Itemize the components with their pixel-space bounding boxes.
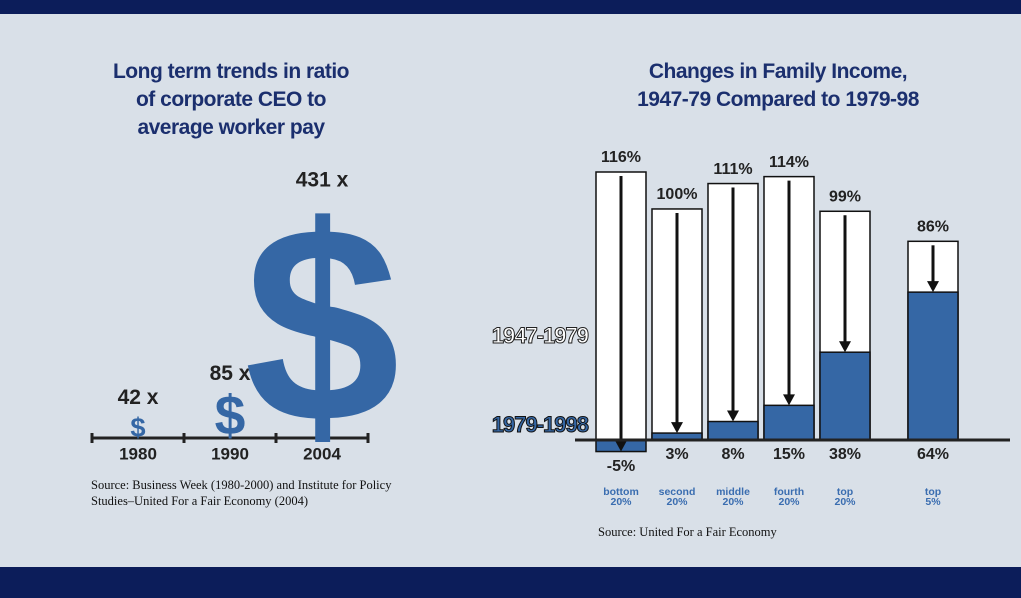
x-tick-label: bottom 20% [603,486,639,508]
x-tick-label: second 20% [658,486,696,508]
change-arrow-head [671,422,683,434]
bar [763,404,815,441]
bar [707,420,759,441]
value-label: 100% [657,186,698,203]
value-label: 3% [665,446,688,463]
bar [907,291,959,441]
x-tick-label: fourth 20% [773,486,805,508]
change-arrow-head [615,440,627,452]
legend-label: 1979-1998 [492,412,589,437]
change-arrow-head [839,341,851,353]
x-tick-label: top 20% [834,486,856,508]
value-label: 99% [829,188,861,205]
value-label: 85 x [210,362,251,385]
value-label: 114% [769,154,809,171]
change-arrow-head [927,281,939,293]
x-tick-label: middle 20% [716,486,750,508]
value-label: 42 x [118,386,159,409]
dollar-icon: $ [130,411,145,442]
x-tick-label: 1990 [211,444,249,463]
source-note: Source: Business Week (1980-2000) and In… [91,478,392,508]
value-label: 111% [713,161,752,178]
value-label: 38% [829,446,861,463]
value-label: 15% [773,446,805,463]
top-band [0,0,1021,14]
value-label: 8% [721,446,744,463]
bottom-band [0,567,1021,598]
value-label: 64% [917,446,949,463]
dollar-icon: $ [244,169,400,481]
value-label: 86% [917,219,949,236]
value-label: 431 x [296,169,349,192]
x-tick-label: top 5% [924,486,942,508]
source-note: Source: United For a Fair Economy [598,525,777,539]
value-label: -5% [607,458,635,475]
change-arrow-head [727,410,739,422]
x-tick-label: 1980 [119,444,157,463]
change-arrow-head [783,394,795,406]
chart-title: Long term trends in ratio of corporate C… [112,60,350,139]
value-label: 116% [601,149,641,166]
legend-label: 1947-1979 [492,323,589,348]
dollar-icon: $ [215,385,246,447]
chart-title: Changes in Family Income, 1947-79 Compar… [637,60,919,111]
bar [819,351,871,441]
x-tick-label: 2004 [303,444,341,463]
